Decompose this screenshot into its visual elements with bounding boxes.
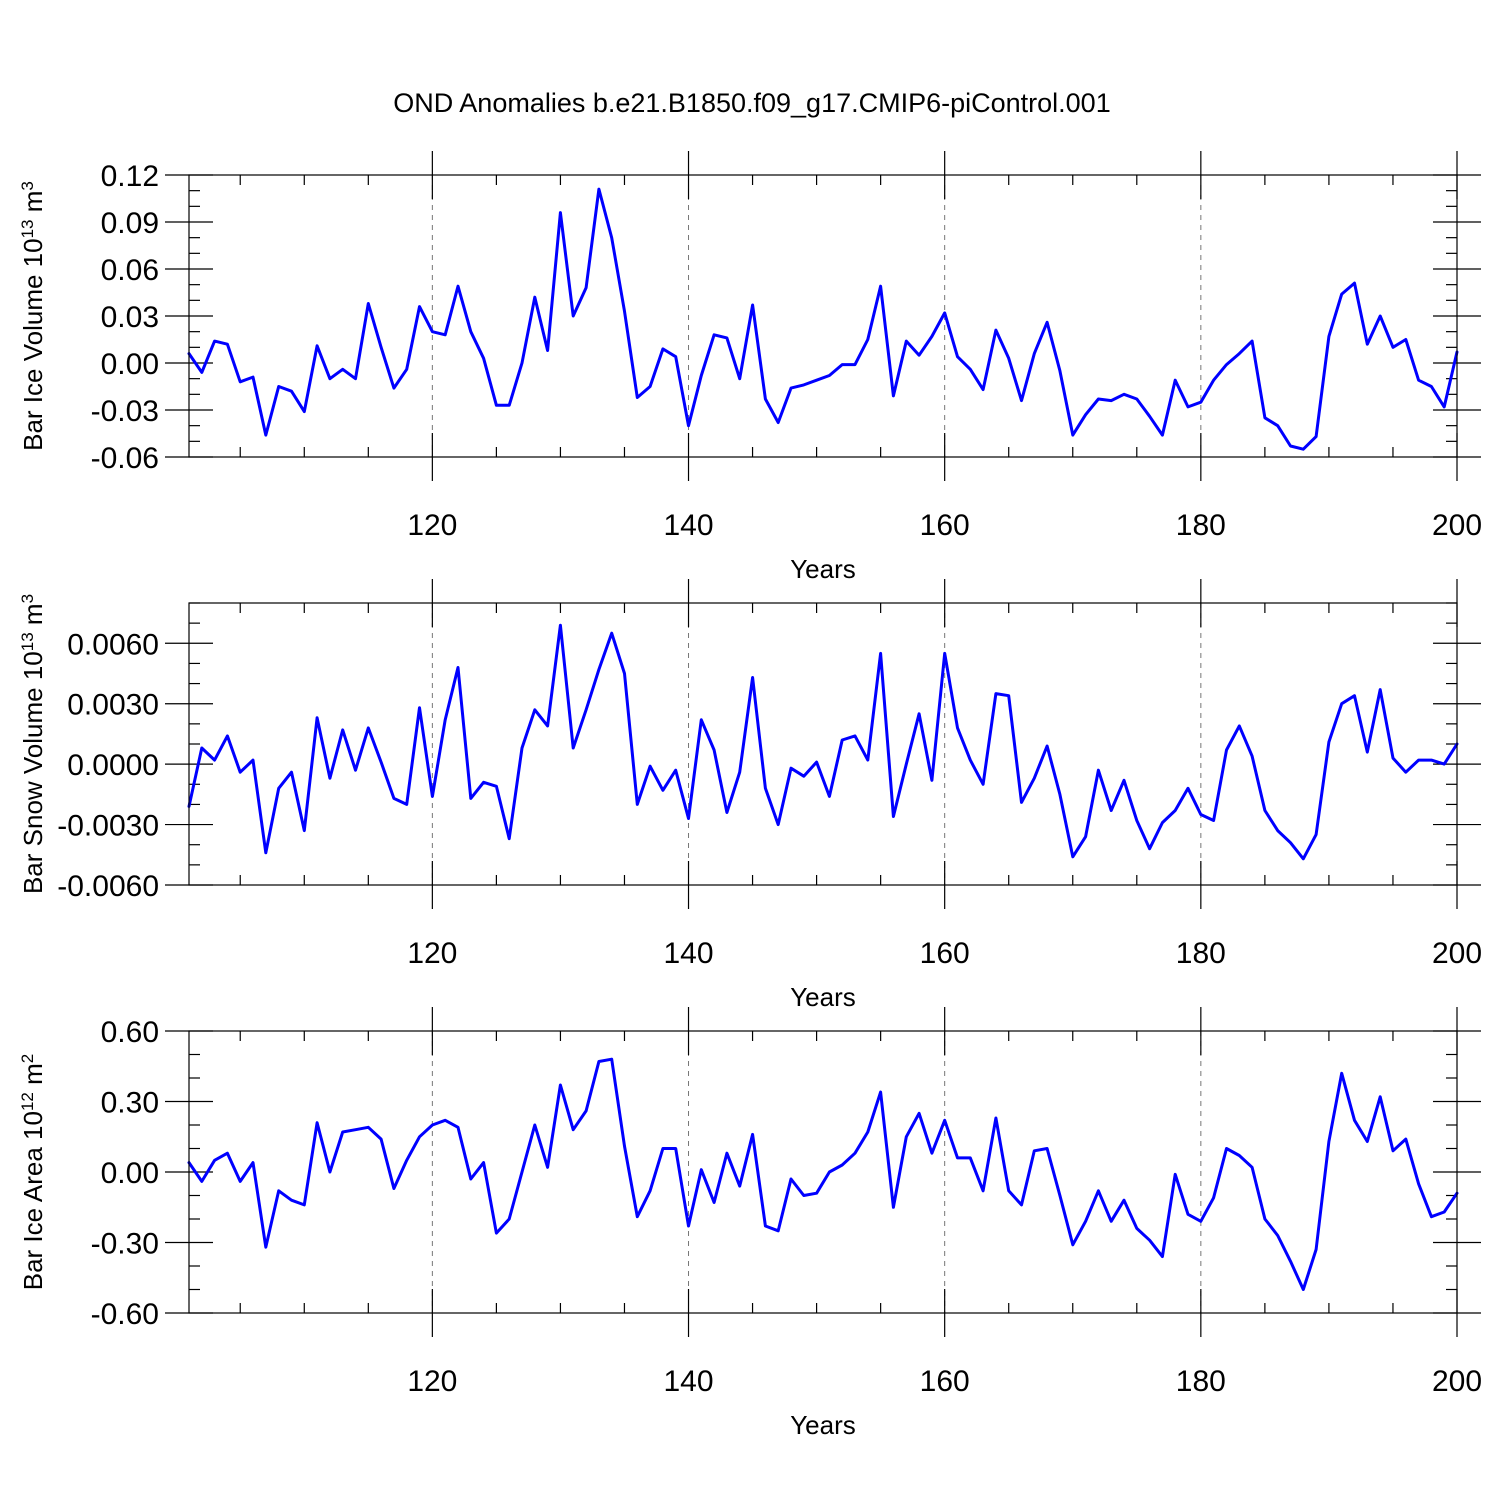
x-tick-label: 120 xyxy=(407,509,457,542)
y-axis-label: Bar Ice Volume 1013 m3 xyxy=(18,181,49,451)
series-line xyxy=(187,623,1459,861)
y-tick-label: -0.03 xyxy=(91,395,159,428)
x-tick-label: 160 xyxy=(920,1365,970,1398)
x-tick-label: 140 xyxy=(663,509,713,542)
x-tick-label: 200 xyxy=(1432,937,1482,970)
panel-3: 0.60 0.30 0.00 -0.30 -0.60 120 140 160 180 200 Yea… xyxy=(18,1007,1482,1440)
plot-frame xyxy=(188,1030,1458,1314)
y-tick-label: -0.06 xyxy=(91,442,159,475)
plot-frame xyxy=(188,602,1458,886)
y-tick-label: 0.0030 xyxy=(67,689,159,722)
x-tick-label: 180 xyxy=(1176,937,1226,970)
y-tick-label: -0.60 xyxy=(91,1298,159,1331)
y-tick-label: 0.30 xyxy=(101,1087,159,1120)
y-tick-label: 0.03 xyxy=(101,301,159,334)
y-tick-label: 0.09 xyxy=(101,207,159,240)
series-line xyxy=(187,187,1459,451)
y-tick-label: 0.00 xyxy=(101,348,159,381)
x-tick-label: 180 xyxy=(1176,1365,1226,1398)
x-tick-label: 120 xyxy=(407,1365,457,1398)
y-tick-label: -0.0060 xyxy=(57,870,159,903)
x-tick-label: 200 xyxy=(1432,1365,1482,1398)
x-tick-label: 140 xyxy=(663,937,713,970)
y-tick-label: 0.06 xyxy=(101,254,159,287)
y-tick-label: -0.30 xyxy=(91,1228,159,1261)
x-tick-label: 120 xyxy=(407,937,457,970)
y-axis-label: Bar Snow Volume 1013 m3 xyxy=(18,594,49,894)
x-axis-label: Years xyxy=(790,982,856,1012)
series-line xyxy=(187,1057,1459,1291)
x-tick-label: 160 xyxy=(920,937,970,970)
x-axis-label: Years xyxy=(790,1410,856,1440)
panel-2: 0.0060 0.0030 0.0000 -0.0030 -0.0060 120 140 16… xyxy=(18,579,1482,1012)
y-tick-label: 0.00 xyxy=(101,1157,159,1190)
x-axis-label: Years xyxy=(790,554,856,584)
panels: 0.12 0.09 0.06 0.03 0.00 -0.03 -0.06 120 140 160 1… xyxy=(18,151,1482,1440)
y-tick-label: 0.0000 xyxy=(67,749,159,782)
figure-title: OND Anomalies b.e21.B1850.f09_g17.CMIP6-… xyxy=(393,88,1110,118)
plot-frame xyxy=(188,174,1458,458)
x-tick-label: 160 xyxy=(920,509,970,542)
x-tick-label: 200 xyxy=(1432,509,1482,542)
y-tick-label: 0.60 xyxy=(101,1016,159,1049)
x-tick-label: 140 xyxy=(663,1365,713,1398)
y-tick-label: 0.0060 xyxy=(67,628,159,661)
panel-1: 0.12 0.09 0.06 0.03 0.00 -0.03 -0.06 120 140 160 1… xyxy=(18,151,1482,584)
y-axis-label: Bar Ice Area 1012 m2 xyxy=(18,1054,49,1291)
y-tick-label: 0.12 xyxy=(101,160,159,193)
x-tick-label: 180 xyxy=(1176,509,1226,542)
y-tick-label: -0.0030 xyxy=(57,810,159,843)
